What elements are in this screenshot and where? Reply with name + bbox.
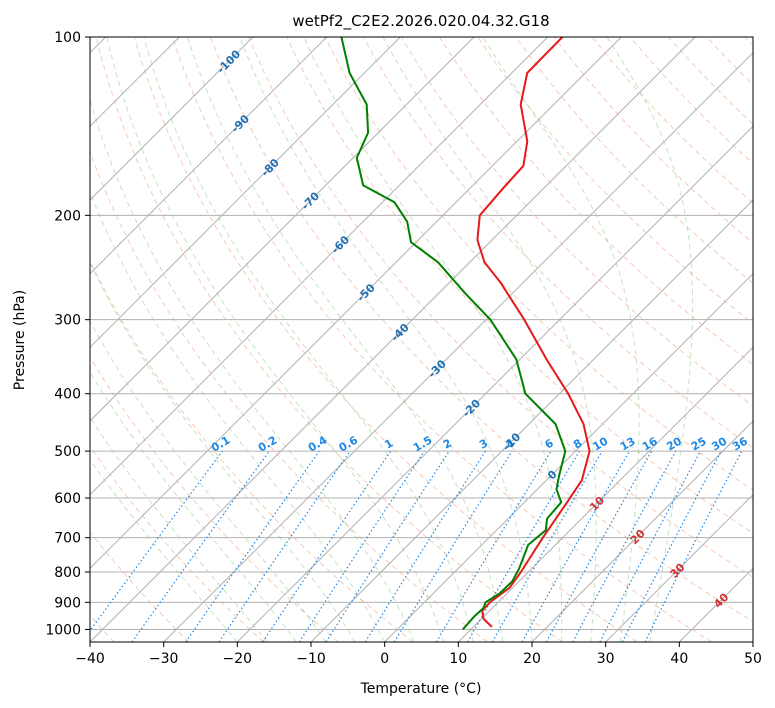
isotherm-line xyxy=(531,420,753,642)
y-tick-label: 400 xyxy=(54,387,81,403)
temperature-profile xyxy=(476,37,591,628)
x-tick-label: 10 xyxy=(449,651,467,667)
moist-adiabat xyxy=(106,37,445,642)
isotherm-line xyxy=(236,125,753,642)
isotherm-line xyxy=(90,37,475,422)
mixing-ratio-lines xyxy=(90,450,743,642)
mixing-ratio-line xyxy=(545,450,653,642)
dry-adiabat xyxy=(400,37,753,407)
moist-adiabat xyxy=(143,37,474,642)
x-tick-label: 50 xyxy=(744,651,762,667)
y-tick-label: 900 xyxy=(54,595,81,611)
isotherm-line xyxy=(90,37,622,570)
isotherm-line xyxy=(310,199,753,642)
mixing-ratio-line xyxy=(393,450,513,642)
dry-adiabat xyxy=(438,37,753,366)
sounding-profiles xyxy=(340,37,591,631)
moist-adiabat xyxy=(90,261,356,642)
mixing-ratio-line xyxy=(521,450,631,642)
mixing-ratio-line xyxy=(572,450,677,642)
chart-title: wetPf2_C2E2.2026.020.04.32.G18 xyxy=(292,12,549,31)
dewpoint-profile xyxy=(340,37,567,631)
y-axis-ticks: 1000 900 800 700 600 500 400 300 200 100 xyxy=(45,30,90,638)
y-tick-label: 500 xyxy=(54,444,81,460)
moist-adiabat xyxy=(90,416,268,642)
y-tick-label: 1000 xyxy=(45,622,81,638)
dry-adiabat xyxy=(90,150,488,642)
dry-adiabat xyxy=(171,37,712,642)
x-tick-label: 40 xyxy=(670,651,688,667)
moist-adiabat xyxy=(382,37,597,642)
isotherm-line xyxy=(90,37,549,496)
y-tick-label: 600 xyxy=(54,491,81,507)
dry-adiabat xyxy=(95,37,563,642)
mixing-ratio-line xyxy=(131,450,270,642)
x-tick-label: −10 xyxy=(296,651,326,667)
dry-adiabat xyxy=(248,37,753,578)
isotherm-line xyxy=(90,37,401,349)
dry-adiabat xyxy=(515,37,753,284)
y-tick-label: 200 xyxy=(54,208,81,224)
dry-adiabat xyxy=(90,531,190,642)
dry-adiabat xyxy=(133,37,638,642)
y-tick-label: 800 xyxy=(54,565,81,581)
mixing-ratio-line xyxy=(90,450,223,632)
dry-adiabat xyxy=(210,37,753,623)
plot-frame xyxy=(89,36,754,643)
dry-adiabat xyxy=(90,445,264,642)
isotherm-line xyxy=(90,37,328,275)
skewed-isotherms xyxy=(90,37,753,642)
mixing-ratio-line xyxy=(325,450,450,642)
mixing-ratio-line xyxy=(262,450,392,642)
moist-adiabat xyxy=(303,37,563,642)
moist-adiabat xyxy=(90,190,386,642)
x-tick-label: −40 xyxy=(75,651,105,667)
isotherm-line xyxy=(384,272,753,642)
mixing-ratio-line xyxy=(218,450,351,642)
isotherm-line xyxy=(163,51,753,642)
moist-adiabat xyxy=(90,370,297,642)
moist-adiabat xyxy=(187,37,503,642)
moist-adiabat xyxy=(239,37,533,642)
mixing-ratio-line xyxy=(185,450,320,642)
moist-adiabat xyxy=(482,37,640,642)
x-tick-label: 20 xyxy=(523,651,541,667)
isotherm-line xyxy=(605,493,753,642)
x-tick-label: −20 xyxy=(223,651,253,667)
x-axis-ticks: −40 −30 −20 −10 0 10 20 30 40 50 xyxy=(75,642,762,667)
isotherm-line xyxy=(90,37,254,201)
mixing-ratio-line xyxy=(644,450,743,642)
moist-adiabat xyxy=(606,37,694,642)
y-tick-label: 700 xyxy=(54,531,81,547)
moist-adiabat xyxy=(90,458,238,642)
y-axis-label: Pressure (hPa) xyxy=(12,290,28,390)
x-tick-label: −30 xyxy=(149,651,179,667)
x-tick-label: 30 xyxy=(597,651,615,667)
y-tick-label: 100 xyxy=(54,30,81,46)
dry-adiabat xyxy=(90,356,339,642)
mixing-ratio-line xyxy=(298,450,425,642)
isotherm-line xyxy=(457,346,753,642)
y-tick-label: 300 xyxy=(54,313,81,329)
isotherm-line xyxy=(90,37,696,642)
x-axis-label: Temperature (°C) xyxy=(360,681,482,697)
x-tick-label: 0 xyxy=(380,651,389,667)
